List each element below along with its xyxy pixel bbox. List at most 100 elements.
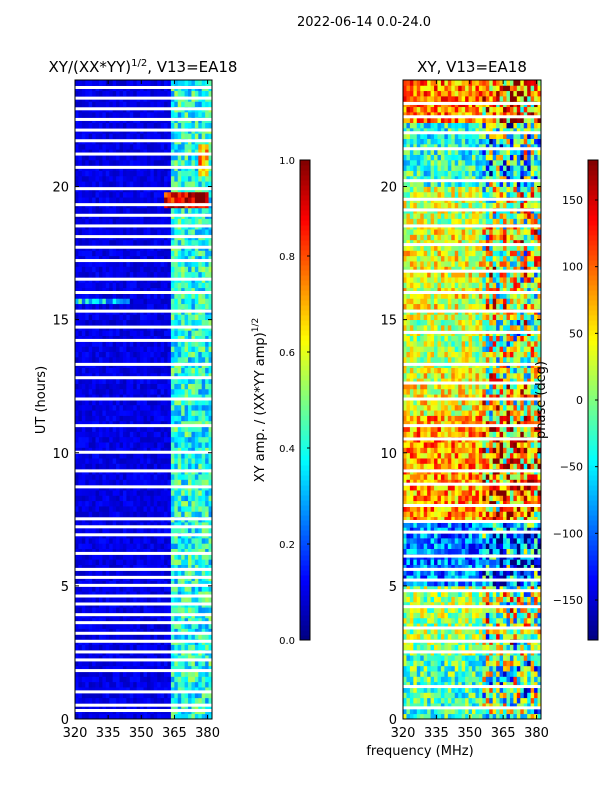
heatmap-cell [150, 250, 154, 256]
heatmap-cell [171, 160, 175, 166]
colorbar-step [300, 315, 310, 321]
heatmap-cell [75, 442, 79, 448]
heatmap-cell [174, 160, 178, 166]
heatmap-cell [133, 112, 137, 118]
heatmap-cell [178, 463, 182, 469]
heatmap-cell [126, 431, 130, 437]
heatmap-cell [75, 160, 79, 166]
heatmap-cell [150, 266, 154, 272]
colorbar-step [300, 490, 310, 496]
heatmap-cell [123, 330, 127, 336]
heatmap-cell [188, 272, 192, 278]
heatmap-cell [85, 389, 89, 395]
heatmap-cell [123, 240, 127, 246]
heatmap-cell [99, 133, 103, 139]
heatmap-cell [198, 463, 202, 469]
heatmap-cell [123, 171, 127, 177]
heatmap-cell [116, 144, 120, 150]
heatmap-cell [188, 389, 192, 395]
heatmap-cell [109, 405, 113, 411]
heatmap-cell [147, 442, 151, 448]
heatmap-cell [171, 384, 175, 390]
heatmap-cell [120, 479, 124, 485]
heatmap-cell [164, 458, 168, 464]
heatmap-cell [82, 463, 86, 469]
heatmap-cell [137, 208, 141, 214]
heatmap-cell [102, 123, 106, 129]
heatmap-cell [198, 181, 202, 187]
heatmap-cell [205, 437, 209, 443]
heatmap-cell [164, 506, 168, 512]
heatmap-cell [150, 352, 154, 358]
heatmap-cell [205, 176, 209, 182]
heatmap-cell [178, 192, 182, 198]
heatmap-cell [85, 511, 89, 517]
heatmap-cell [147, 490, 151, 496]
heatmap-cell [205, 80, 209, 86]
heatmap-cell [106, 112, 110, 118]
colorbar-step [300, 535, 310, 541]
heatmap-cell [147, 559, 151, 565]
heatmap-cell [106, 437, 110, 443]
heatmap-cell [188, 431, 192, 437]
heatmap-cell [120, 346, 124, 352]
heatmap-cell [120, 511, 124, 517]
heatmap-cell [188, 181, 192, 187]
heatmap-cell [116, 495, 120, 501]
heatmap-cell [133, 474, 137, 480]
heatmap-cell [85, 431, 89, 437]
heatmap-cell [113, 123, 117, 129]
heatmap-cell [195, 298, 199, 304]
heatmap-cell [150, 357, 154, 363]
heatmap-cell [126, 495, 130, 501]
heatmap-cell [181, 357, 185, 363]
heatmap-cell [171, 304, 175, 310]
heatmap-cell [198, 511, 202, 517]
heatmap-cell [75, 91, 79, 97]
heatmap-cell [174, 91, 178, 97]
heatmap-cell [92, 266, 96, 272]
data-gap [75, 568, 212, 571]
heatmap-cell [157, 346, 161, 352]
heatmap-cell [202, 91, 206, 97]
heatmap-cell [130, 346, 134, 352]
heatmap-cell [150, 607, 154, 613]
heatmap-cell [130, 384, 134, 390]
heatmap-cell [133, 389, 137, 395]
heatmap-cell [157, 91, 161, 97]
heatmap-cell [82, 511, 86, 517]
heatmap-cell [167, 266, 171, 272]
heatmap-cell [113, 415, 117, 421]
heatmap-cell [126, 208, 130, 214]
heatmap-cell [202, 676, 206, 682]
heatmap-cell [85, 240, 89, 246]
heatmap-cell [109, 171, 113, 177]
heatmap-cell [164, 218, 168, 224]
heatmap-cell [181, 176, 185, 182]
heatmap-cell [174, 346, 178, 352]
heatmap-cell [140, 543, 144, 549]
heatmap-cell [126, 559, 130, 565]
heatmap-cell [198, 218, 202, 224]
heatmap-cell [96, 543, 100, 549]
heatmap-cell [195, 495, 199, 501]
heatmap-cell [96, 676, 100, 682]
heatmap-cell [157, 458, 161, 464]
heatmap-cell [85, 543, 89, 549]
heatmap-cell [167, 101, 171, 107]
heatmap-cell [113, 607, 117, 613]
heatmap-cell [126, 346, 130, 352]
heatmap-cell [92, 171, 96, 177]
heatmap-cell [130, 304, 134, 310]
heatmap-cell [109, 91, 113, 97]
heatmap-cell [120, 410, 124, 416]
heatmap-cell [161, 506, 165, 512]
heatmap-cell [161, 208, 165, 214]
heatmap-cell [99, 384, 103, 390]
heatmap-cell [109, 314, 113, 320]
heatmap-cell [92, 463, 96, 469]
colorbar-step [300, 185, 310, 191]
heatmap-cell [185, 91, 189, 97]
heatmap-cell [181, 559, 185, 565]
heatmap-cell [202, 437, 206, 443]
